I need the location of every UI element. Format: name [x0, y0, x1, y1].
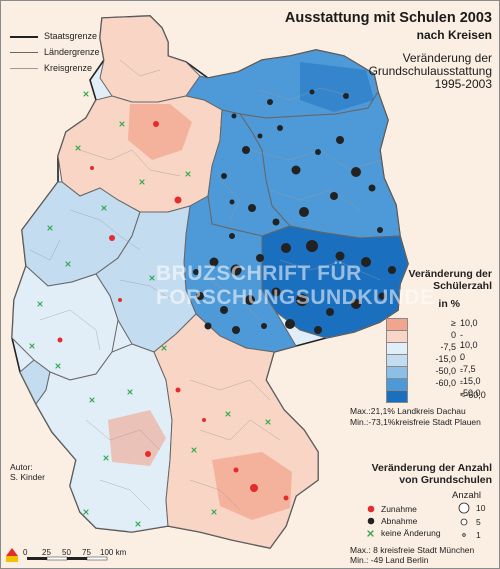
legend-title-line: Veränderung der	[408, 268, 492, 280]
line-legend-label: Kreisgrenze	[44, 63, 93, 73]
scale-bar	[27, 556, 108, 561]
symbol-min: Min.: -49 Land Berlin	[350, 555, 429, 565]
size-legend-value: 1	[476, 530, 481, 540]
author-line: S. Kinder	[10, 472, 45, 482]
decline-dots	[193, 89, 396, 334]
legend-class-low: -15,0	[435, 354, 456, 364]
scale-tick: 50	[62, 548, 71, 557]
map-theme-title: Veränderung der Grundschulausstattung 19…	[330, 52, 492, 91]
increase-dots	[57, 121, 289, 501]
choropleth-min: Min.:-73,1%kreisfreie Stadt Plauen	[350, 417, 481, 427]
size-legend-value: 10	[476, 503, 486, 513]
line-legend-laendergrenze: Ländergrenze	[10, 47, 100, 57]
line-legend-staatsgrenze: Staatsgrenze	[10, 31, 97, 41]
scale-tick: 100 km	[100, 548, 127, 557]
symbol-legend-label: Zunahme	[381, 504, 417, 514]
scale-tick: 25	[42, 548, 51, 557]
legend-class-low: -60,0	[435, 378, 456, 388]
choropleth-legend-title: Veränderung der Schülerzahl	[400, 268, 492, 292]
legend-title-line: Veränderung der Anzahl	[371, 462, 492, 474]
legend-class-high: 10,0	[460, 318, 478, 328]
scale-tick: 0	[23, 548, 28, 557]
legend-class-low: 0	[450, 330, 456, 340]
legend-class-high: <-60,0	[460, 390, 486, 400]
watermark-line: FORSCHUNGSUNDKUNDE	[156, 286, 435, 309]
line-swatch	[10, 35, 38, 38]
legend-title-line: von Grundschulen	[399, 474, 492, 486]
publisher-logo	[6, 548, 18, 562]
patch-vorpommern	[300, 62, 374, 112]
size-legend-title: Anzahl	[452, 490, 482, 501]
patch-hamburg-area	[128, 104, 192, 160]
legend-class-low: -7,5	[440, 342, 456, 352]
no-change-crosses	[29, 91, 271, 527]
map-subtitle: nach Kreisen	[416, 28, 492, 42]
legend-class-high: - -15,0	[460, 366, 481, 386]
legend-class-low: ≥	[451, 318, 456, 328]
patch-lausitz	[330, 240, 402, 310]
line-legend-kreisgrenze: Kreisgrenze	[10, 63, 92, 73]
choropleth-legend-unit: in %	[438, 298, 460, 310]
map-title: Ausstattung mit Schulen 2003	[284, 10, 492, 26]
symbol-max: Max.: 8 kreisfreie Stadt München	[350, 545, 475, 555]
legend-symbol-markers	[367, 505, 375, 537]
choropleth-max: Max.:21,1% Landkreis Dachau	[350, 406, 466, 416]
line-legend-label: Staatsgrenze	[44, 31, 98, 41]
theme-line: 1995-2003	[434, 77, 492, 91]
theme-line: Grundschulausstattung	[368, 64, 492, 78]
legend-swatch	[386, 390, 408, 403]
size-legend-value: 5	[476, 517, 481, 527]
size-legend-circles	[458, 502, 470, 537]
line-swatch	[10, 68, 38, 70]
symbol-legend-label: keine Änderung	[381, 528, 441, 538]
legend-class-high: - 0	[460, 342, 466, 362]
legend-title-line: Schülerzahl	[433, 280, 492, 292]
theme-line: Veränderung der	[402, 51, 492, 65]
legend-class-high: - 10,0	[460, 330, 478, 350]
symbol-legend-label: Abnahme	[381, 516, 418, 526]
symbol-legend-title: Veränderung der Anzahl von Grundschulen	[340, 462, 492, 486]
scale-tick: 75	[82, 548, 91, 557]
legend-class-high: - -7,5	[460, 354, 476, 374]
watermark-line: BRUZSCHRIFT FÜR	[156, 262, 362, 285]
author-credit: Autor: S. Kinder	[10, 462, 45, 482]
line-swatch	[10, 52, 38, 54]
legend-class-low: -50,0	[435, 366, 456, 376]
line-legend-label: Ländergrenze	[44, 47, 100, 57]
patch-stuttgart-area	[108, 410, 166, 466]
legend-class-high: - -50,0	[460, 378, 481, 398]
author-line: Autor:	[10, 462, 33, 472]
